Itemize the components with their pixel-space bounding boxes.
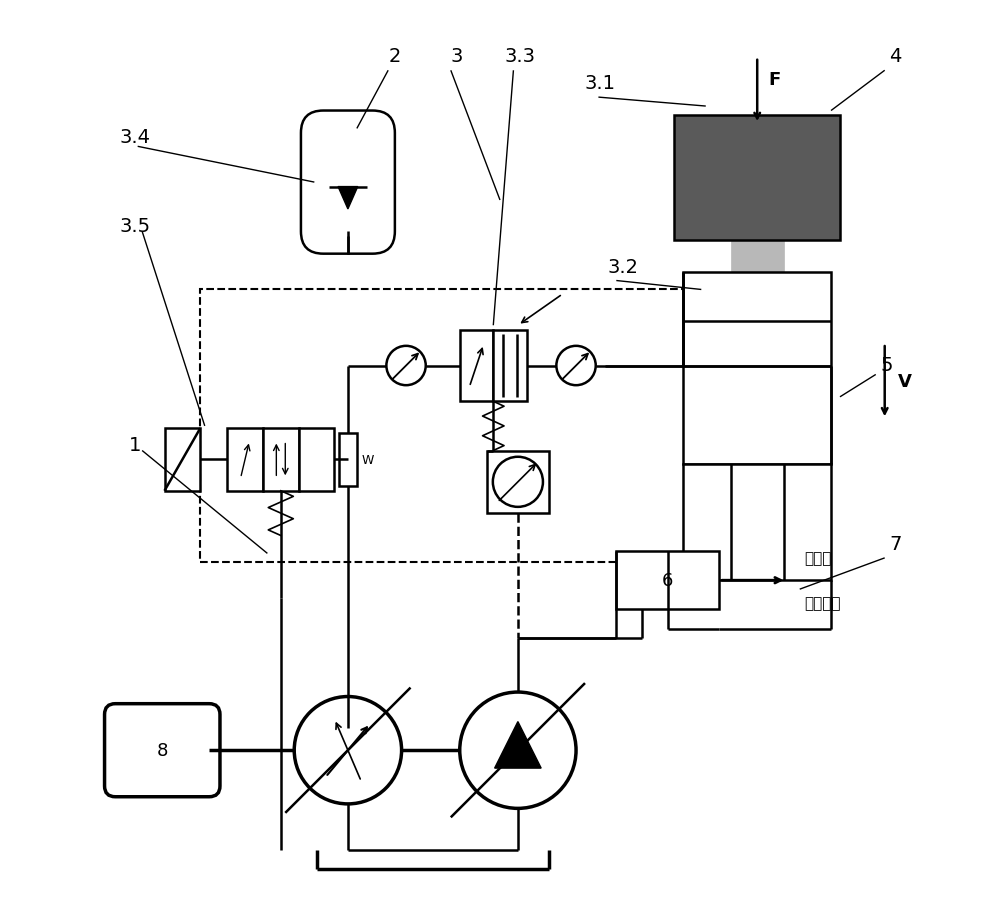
Bar	[339, 433, 357, 487]
Text: 3.1: 3.1	[585, 74, 616, 93]
Text: 4: 4	[889, 47, 902, 66]
Bar	[227, 428, 263, 492]
Circle shape	[556, 346, 596, 386]
Text: 1: 1	[129, 436, 141, 455]
Polygon shape	[495, 722, 541, 769]
Bar	[674, 115, 840, 241]
Circle shape	[294, 696, 402, 804]
FancyBboxPatch shape	[301, 112, 395, 254]
Bar	[164, 428, 200, 492]
Text: 3.2: 3.2	[607, 257, 638, 276]
Bar	[731, 465, 784, 581]
Text: 7: 7	[889, 534, 902, 553]
Text: 3.3: 3.3	[504, 47, 535, 66]
Bar	[200, 290, 733, 563]
FancyBboxPatch shape	[105, 704, 220, 796]
Bar	[299, 428, 334, 492]
Bar	[683, 272, 831, 465]
Text: V: V	[898, 373, 912, 391]
Text: 3.4: 3.4	[120, 128, 151, 147]
Text: 3: 3	[451, 47, 463, 66]
Text: F: F	[768, 71, 780, 89]
Bar	[616, 551, 719, 610]
Bar	[493, 330, 527, 402]
Circle shape	[386, 346, 426, 386]
Bar	[683, 321, 831, 366]
Bar	[683, 465, 831, 581]
Bar	[460, 330, 493, 402]
Polygon shape	[338, 188, 358, 209]
Circle shape	[460, 693, 576, 808]
Text: W: W	[361, 454, 374, 466]
Bar	[731, 120, 784, 465]
Text: 至其他: 至其他	[804, 551, 832, 566]
Text: 5: 5	[880, 355, 893, 374]
Bar	[487, 451, 549, 513]
Text: 8: 8	[157, 741, 168, 759]
Text: 3.5: 3.5	[120, 217, 151, 236]
Text: 执行机构: 执行机构	[804, 595, 841, 611]
Text: 6: 6	[662, 572, 673, 590]
Text: 2: 2	[388, 47, 401, 66]
Bar	[263, 428, 299, 492]
Circle shape	[493, 457, 543, 507]
